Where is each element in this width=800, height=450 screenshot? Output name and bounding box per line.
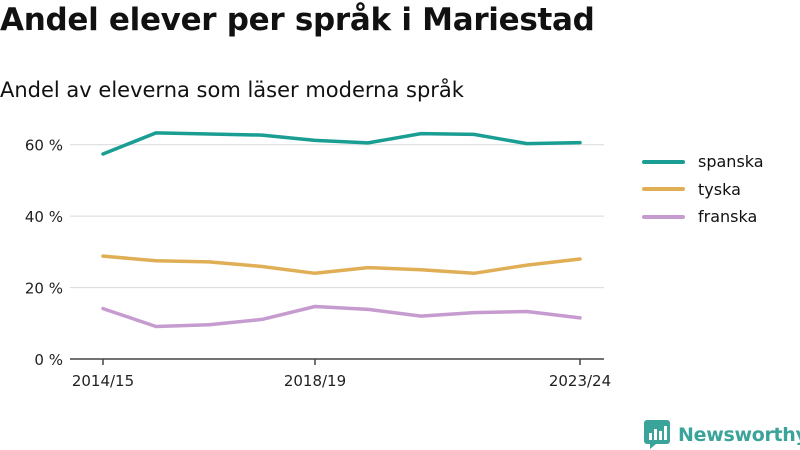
x-tick-label: 2023/24 (549, 372, 611, 390)
series-lines (101, 131, 582, 329)
chart-title: Andel elever per språk i Mariestad (0, 2, 595, 38)
newsworthy-logo: Newsworthy (644, 420, 800, 449)
newsworthy-logo-icon (644, 420, 670, 449)
legend-item-spanska: spanska (642, 148, 764, 176)
grid-lines (70, 144, 604, 289)
legend-item-franska: franska (642, 203, 764, 231)
legend-label-spanska: spanska (698, 152, 764, 172)
x-axis-ticks: 2014/15 2018/19 2023/24 (72, 359, 611, 390)
legend-swatch-tyska (642, 187, 685, 192)
legend-label-franska: franska (698, 207, 758, 227)
y-axis-tick-labels: 0 % 20 % 40 % 60 % (25, 137, 63, 369)
series-line-spanska (101, 131, 582, 156)
x-tick-label: 2018/19 (284, 372, 346, 390)
brand-name: Newsworthy (678, 423, 800, 446)
y-tick-label: 20 % (25, 280, 63, 298)
legend-label-tyska: tyska (698, 179, 741, 199)
legend-item-tyska: tyska (642, 176, 764, 204)
chart-subtitle: Andel av eleverna som läser moderna språ… (0, 78, 464, 102)
series-line-franska (101, 304, 582, 329)
y-tick-label: 40 % (25, 208, 63, 226)
series-line-tyska (101, 254, 582, 276)
y-tick-label: 0 % (34, 351, 63, 369)
legend-swatch-spanska (642, 159, 685, 164)
y-tick-label: 60 % (25, 137, 63, 155)
legend: spanska tyska franska (642, 148, 764, 231)
x-tick-label: 2014/15 (72, 372, 134, 390)
legend-swatch-franska (642, 214, 685, 219)
